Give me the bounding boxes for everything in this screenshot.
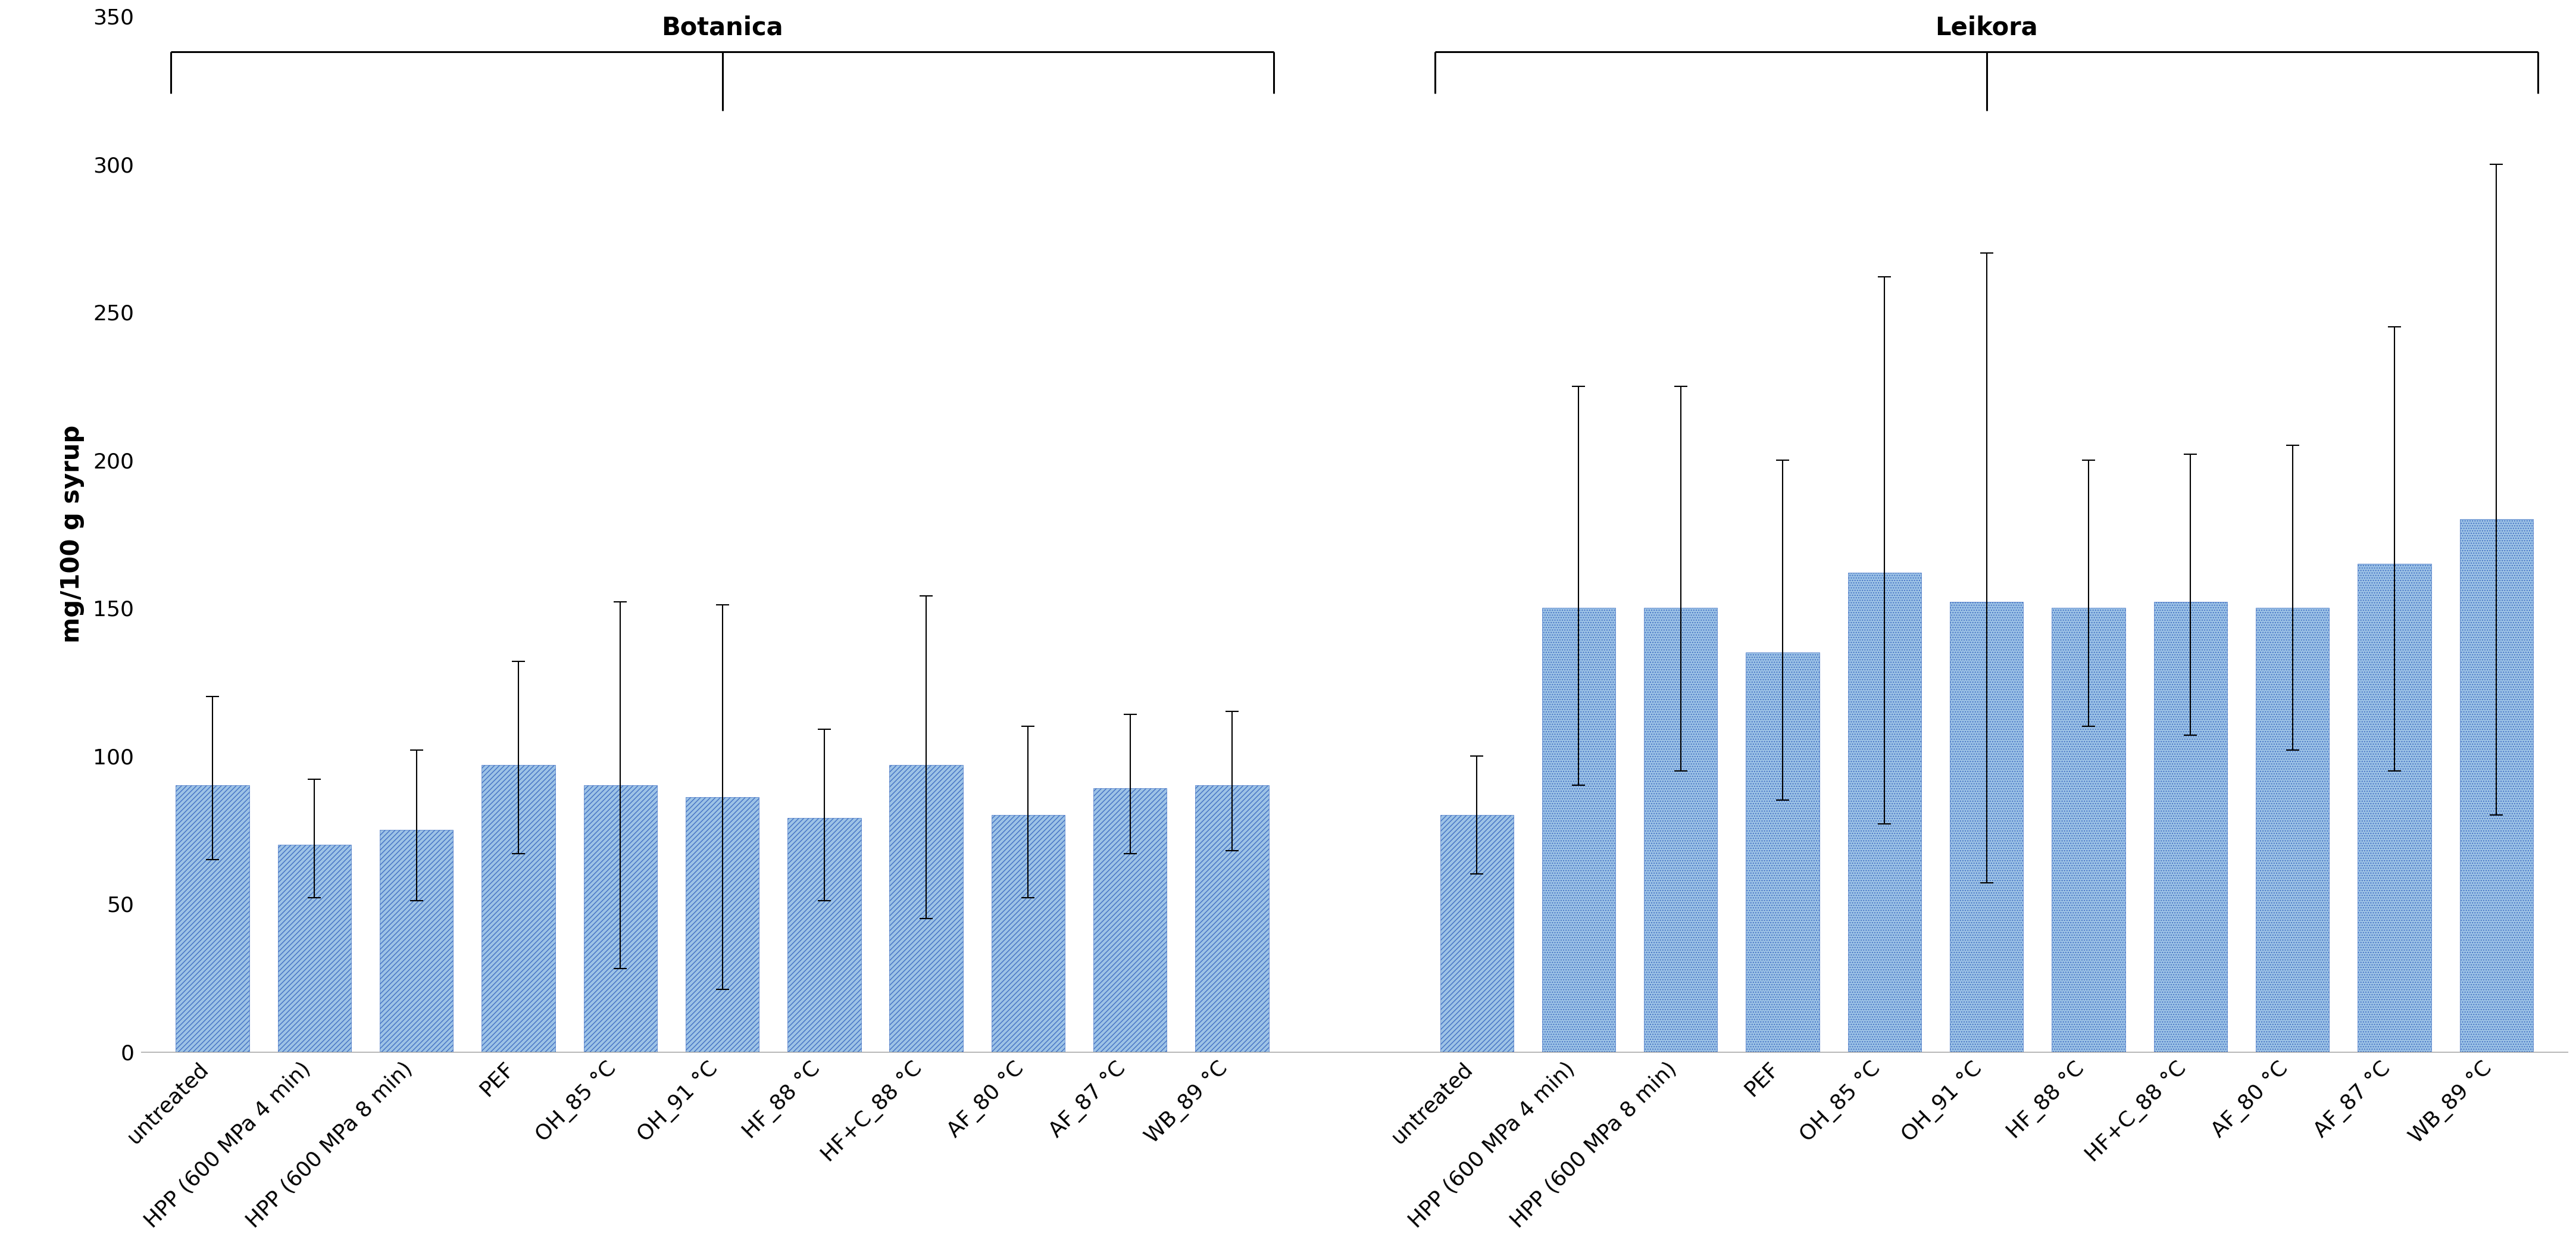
Bar xyxy=(1847,573,1922,1052)
Bar xyxy=(1092,789,1167,1052)
Bar xyxy=(1543,608,1615,1052)
Bar xyxy=(788,818,860,1052)
Bar xyxy=(2154,601,2228,1052)
Text: Leikora: Leikora xyxy=(1935,15,2038,40)
Bar xyxy=(1950,601,2022,1052)
Bar xyxy=(1747,652,1819,1052)
Y-axis label: mg/100 g syrup: mg/100 g syrup xyxy=(59,425,85,644)
Bar xyxy=(2053,608,2125,1052)
Bar xyxy=(482,765,554,1052)
Text: Botanica: Botanica xyxy=(662,15,783,40)
Bar xyxy=(379,830,453,1052)
Bar xyxy=(175,785,250,1052)
Bar xyxy=(278,844,350,1052)
Bar xyxy=(2257,608,2329,1052)
Bar xyxy=(2460,520,2532,1052)
Bar xyxy=(1195,785,1270,1052)
Bar xyxy=(685,797,760,1052)
Bar xyxy=(1440,815,1515,1052)
Bar xyxy=(585,785,657,1052)
Bar xyxy=(2357,563,2432,1052)
Bar xyxy=(992,815,1064,1052)
Bar xyxy=(1643,608,1718,1052)
Bar xyxy=(889,765,963,1052)
